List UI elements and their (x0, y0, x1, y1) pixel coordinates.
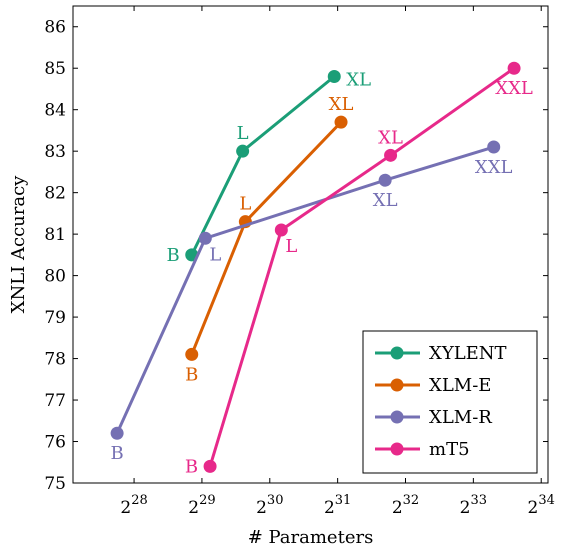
series-line (115, 145, 495, 434)
y-tick-label: 77 (44, 391, 66, 411)
point-label: B (110, 443, 123, 464)
data-point (274, 223, 288, 237)
legend-item: XLM-R (375, 407, 492, 428)
legend-item: XYLENT (375, 343, 507, 364)
point-label: L (285, 236, 297, 257)
data-point (198, 231, 212, 245)
y-tick-label: 84 (44, 101, 66, 121)
point-label: B (167, 245, 180, 266)
data-point (110, 426, 124, 440)
point-label: XL (329, 94, 354, 115)
y-axis-title: XNLI Accuracy (8, 175, 29, 314)
legend-swatch-marker (390, 346, 404, 360)
x-tick-label: 234 (528, 493, 555, 518)
x-tick-label: 230 (256, 493, 283, 518)
y-tick-label: 83 (44, 142, 66, 162)
x-tick-label: 232 (392, 493, 419, 518)
data-point (487, 140, 501, 154)
legend-label: mT5 (429, 439, 470, 460)
y-tick-label: 86 (44, 18, 66, 38)
data-point (185, 347, 199, 361)
y-tick-label: 85 (44, 59, 66, 79)
data-point (236, 144, 250, 158)
y-tick-label: 79 (44, 308, 66, 328)
data-point (384, 148, 398, 162)
legend-swatch-marker (390, 410, 404, 424)
x-tick-label: 228 (120, 493, 147, 518)
point-labels: B L XL B L XL B L XL XXL B L XL XXL (110, 70, 532, 478)
y-tick-label: 82 (44, 184, 66, 204)
x-tick-labels: 228 229 230 231 232 233 234 (120, 493, 555, 518)
series-line (190, 75, 336, 256)
point-label: XL (346, 70, 371, 91)
axis-ticks (73, 6, 548, 484)
series-layer (110, 61, 521, 473)
y-tick-labels: 75 76 77 78 79 80 81 82 83 84 85 86 (44, 18, 66, 494)
series-xylent (185, 70, 341, 262)
legend-label: XLM-R (429, 407, 492, 428)
series-xlm-e (185, 115, 348, 361)
point-label: XL (378, 127, 403, 148)
series-mt5 (203, 61, 521, 473)
series-line (208, 66, 515, 467)
y-tick-label: 76 (44, 433, 66, 453)
point-label: L (209, 244, 221, 265)
point-label: XXL (475, 157, 513, 178)
legend-swatch-marker (390, 442, 404, 456)
legend: XYLENT XLM-E XLM-R mT5 (362, 330, 538, 474)
legend-label: XLM-E (429, 375, 491, 396)
plot-frame (72, 5, 549, 484)
point-label: L (239, 194, 251, 215)
legend-item: XLM-E (375, 375, 491, 396)
y-tick-label: 81 (44, 225, 66, 245)
point-label: XXL (495, 78, 533, 99)
series-xlm-r (110, 140, 501, 440)
data-point (203, 459, 217, 473)
x-tick-label: 229 (188, 493, 215, 518)
data-point (334, 115, 348, 129)
point-label: XL (373, 190, 398, 211)
data-point (327, 70, 341, 84)
x-tick-label: 233 (460, 493, 487, 518)
y-tick-label: 78 (44, 350, 66, 370)
x-axis-title: # Parameters (248, 527, 374, 546)
y-tick-label: 80 (44, 267, 66, 287)
point-label: B (185, 456, 198, 477)
data-point (378, 173, 392, 187)
legend-label: XYLENT (429, 343, 507, 364)
data-point (507, 61, 521, 75)
y-tick-label: 75 (44, 474, 66, 494)
legend-swatch-marker (390, 378, 404, 392)
x-tick-label: 231 (324, 493, 351, 518)
series-line (190, 121, 343, 355)
legend-item: mT5 (375, 439, 470, 460)
point-label: B (185, 364, 198, 385)
point-label: L (237, 123, 249, 144)
